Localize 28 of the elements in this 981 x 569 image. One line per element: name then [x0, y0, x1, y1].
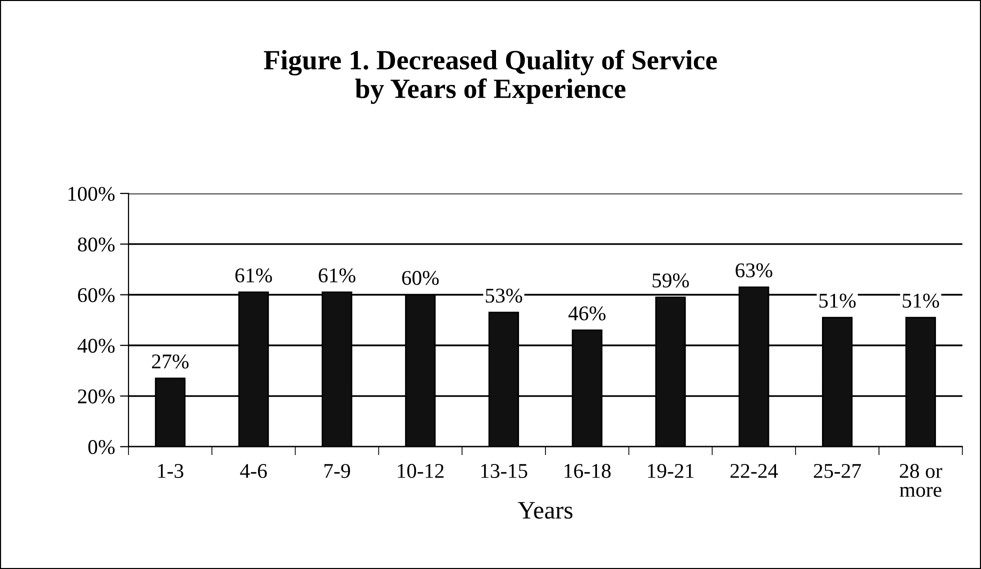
- y-tick-label: 60%: [78, 288, 115, 302]
- data-label: 27%: [152, 354, 189, 369]
- data-label: 60%: [402, 270, 439, 286]
- x-tick-label: 19-21: [648, 464, 694, 478]
- data-label: 53%: [486, 288, 522, 303]
- x-tick-label: 10-12: [398, 464, 444, 478]
- data-label: 61%: [318, 268, 356, 282]
- x-tick-label: 25-27: [814, 464, 861, 478]
- x-tick-label: 1-3: [158, 464, 184, 478]
- x-tick-label: 7-9: [324, 464, 350, 478]
- data-label: 51%: [819, 294, 856, 308]
- y-tick-label: 100%: [68, 186, 115, 201]
- x-tick-label: 13-15: [481, 464, 528, 478]
- data-label: 51%: [902, 294, 940, 308]
- data-label: 63%: [736, 263, 772, 278]
- x-tick-label: 28 or more: [900, 464, 942, 497]
- data-label: 46%: [568, 306, 606, 320]
- chart-title: Figure 1. Decreased Quality of Service by Years of Experience: [264, 50, 717, 104]
- data-label: 59%: [652, 273, 689, 288]
- data-label: 61%: [235, 268, 272, 282]
- y-tick-label: 40%: [78, 338, 115, 353]
- x-tick-label: 4-6: [240, 464, 267, 478]
- x-tick-label: 16-18: [564, 464, 611, 478]
- x-tick-label: 22-24: [730, 464, 778, 478]
- y-tick-label: 20%: [78, 389, 115, 404]
- y-tick-label: 0%: [88, 440, 115, 454]
- x-axis-title: Years: [518, 502, 572, 519]
- y-tick-label: 80%: [78, 237, 115, 252]
